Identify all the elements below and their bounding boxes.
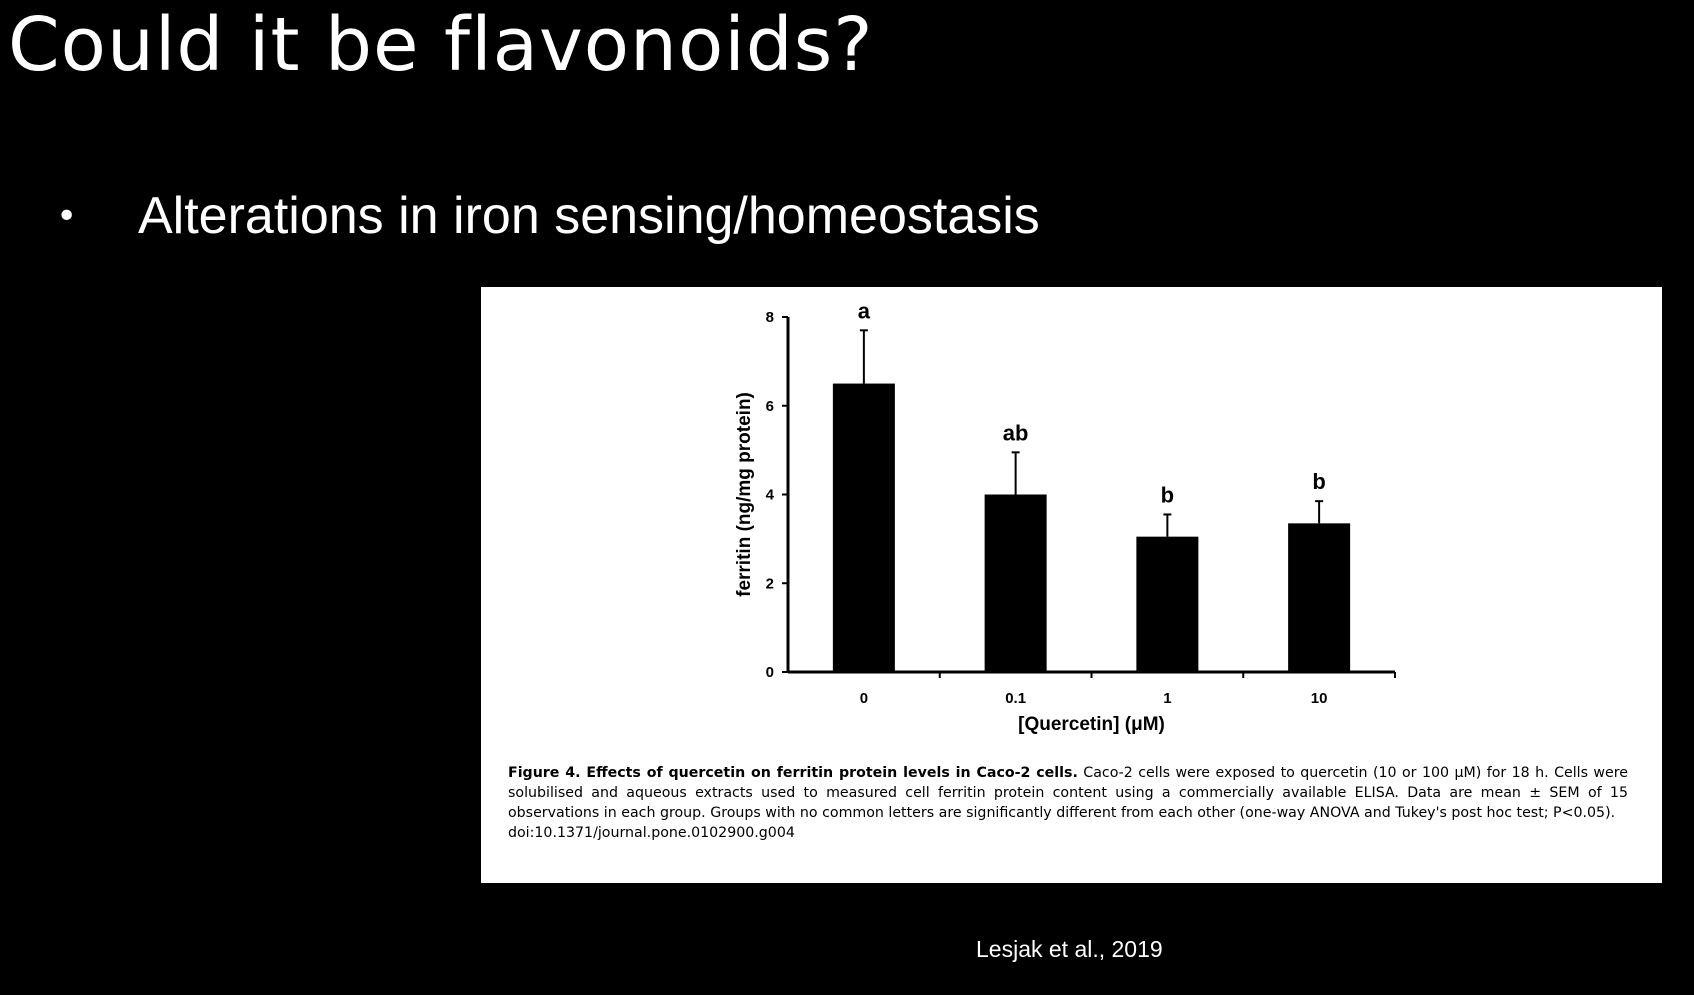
slide-title: Could it be flavonoids? [8, 2, 874, 88]
x-axis-title: [Quercetin] (μM) [1018, 714, 1165, 735]
significance-label: b [1312, 469, 1325, 494]
bar-0 [832, 383, 895, 672]
x-tick-label: 1 [1163, 690, 1171, 707]
bullet-dot-icon: • [56, 195, 78, 237]
bar-chart: 0 2 4 6 8 a 0 ab 0.1 b 1 b 10 [Quercetin] (μM) ferriti… [734, 298, 1396, 735]
y-tick-label: 6 [766, 398, 774, 415]
figure-panel: 0 2 4 6 8 a 0 ab 0.1 b 1 b 10 [Quercetin] (μM) ferriti… [481, 287, 1662, 883]
caption-title: Figure 4. Effects of quercetin on ferrit… [508, 765, 1078, 781]
significance-label: ab [1003, 420, 1029, 445]
y-tick-label: 8 [766, 309, 774, 326]
bullet-item: • Alterations in iron sensing/homeostasi… [56, 186, 1040, 246]
x-tick-label: 10 [1311, 690, 1328, 707]
y-tick-label: 2 [766, 575, 774, 592]
bullet-text: Alterations in iron sensing/homeostasis [138, 187, 1040, 245]
bar-10 [1288, 523, 1351, 672]
bar-1 [1136, 536, 1199, 672]
x-tick-label: 0.1 [1005, 690, 1026, 707]
y-tick-label: 0 [766, 664, 774, 681]
significance-label: b [1161, 482, 1174, 507]
citation: Lesjak et al., 2019 [976, 936, 1163, 962]
x-tick-label: 0 [860, 690, 868, 707]
y-axis-title: ferritin (ng/mg protein) [734, 392, 755, 597]
significance-label: a [858, 298, 871, 323]
bar-0.1 [984, 494, 1047, 672]
caption-body: Caco-2 cells were exposed to quercetin (… [508, 765, 1628, 821]
figure-caption: Figure 4. Effects of quercetin on ferrit… [508, 763, 1628, 843]
y-tick-label: 4 [766, 487, 775, 504]
caption-doi: doi:10.1371/journal.pone.0102900.g004 [508, 825, 795, 841]
